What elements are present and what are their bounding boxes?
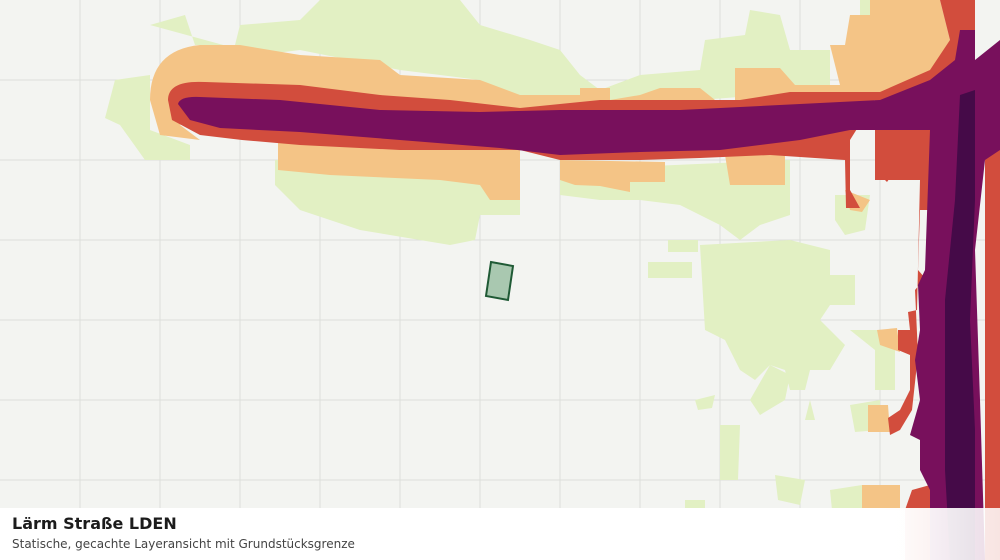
parcel-boundary[interactable] (484, 260, 515, 302)
legend-panel: Lärm Straße LDEN Statische, gecachte Lay… (0, 508, 1000, 560)
noise-zone-medium (150, 0, 950, 510)
layer-subtitle: Statische, gecachte Layeransicht mit Gru… (12, 537, 355, 551)
layer-title: Lärm Straße LDEN (12, 514, 177, 533)
noise-zone-low (105, 0, 895, 510)
noise-zone-very-high (178, 30, 1000, 560)
noise-zone-extreme (945, 90, 975, 560)
